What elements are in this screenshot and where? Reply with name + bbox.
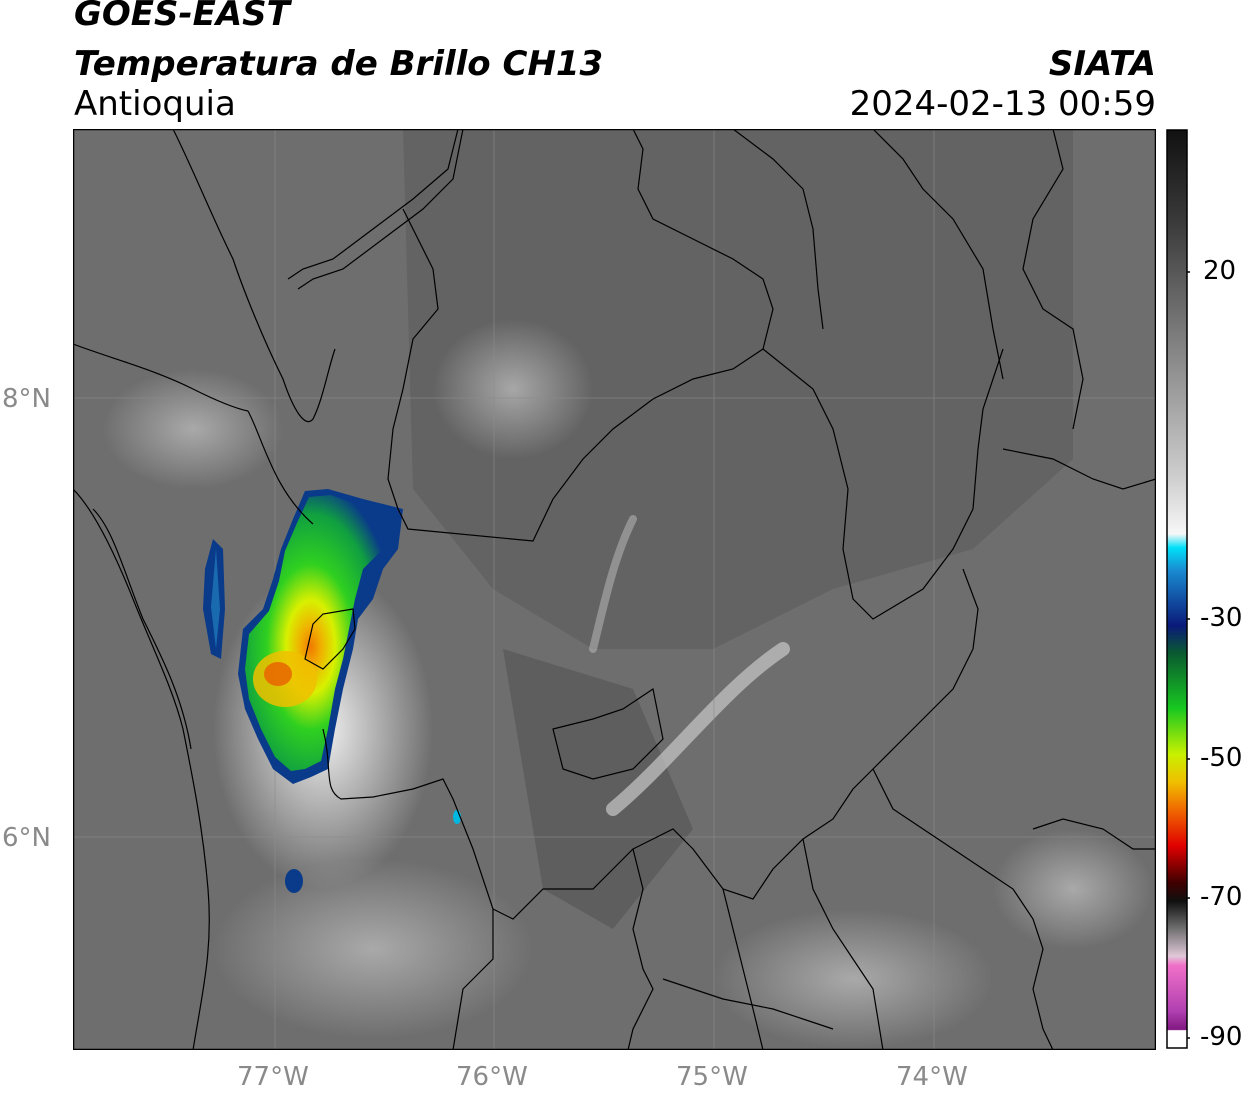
cloud-patch — [213, 859, 533, 1039]
colorbar-tick-label: -70 — [1200, 882, 1243, 912]
map-frame — [73, 129, 1156, 1050]
colorbar-tick-label: -50 — [1200, 743, 1243, 773]
cloud-streak — [606, 642, 790, 816]
dark-terrain — [403, 129, 1073, 649]
colorbar — [1166, 129, 1190, 1049]
cloud-patch — [103, 369, 283, 489]
colorbar-tick-label: 20 — [1203, 256, 1237, 286]
colorbar-tick-label: -30 — [1200, 603, 1243, 633]
lon-tick-label: 75°W — [676, 1062, 748, 1092]
region-label: Antioquia — [74, 84, 236, 124]
lon-tick-label: 76°W — [456, 1062, 528, 1092]
colorbar-tick-label: -90 — [1200, 1022, 1243, 1052]
satellite-map[interactable] — [73, 129, 1156, 1050]
product-title: Temperatura de Brillo CH13 — [74, 44, 604, 84]
cloud-patch — [433, 319, 593, 459]
lon-tick-label: 74°W — [896, 1062, 968, 1092]
satellite-title: GOES-EAST — [74, 0, 290, 34]
cloud-streak — [589, 515, 637, 653]
lat-tick-label: 8°N — [2, 384, 51, 414]
convective-storm — [203, 489, 461, 893]
cloud-patch — [713, 909, 993, 1049]
dark-valley — [503, 649, 693, 929]
organization-label: SIATA — [1048, 44, 1156, 84]
lon-tick-label: 77°W — [237, 1062, 309, 1092]
boundaries — [73, 129, 1156, 1050]
datetime-label: 2024-02-13 00:59 — [849, 84, 1156, 124]
lat-tick-label: 6°N — [2, 823, 51, 853]
